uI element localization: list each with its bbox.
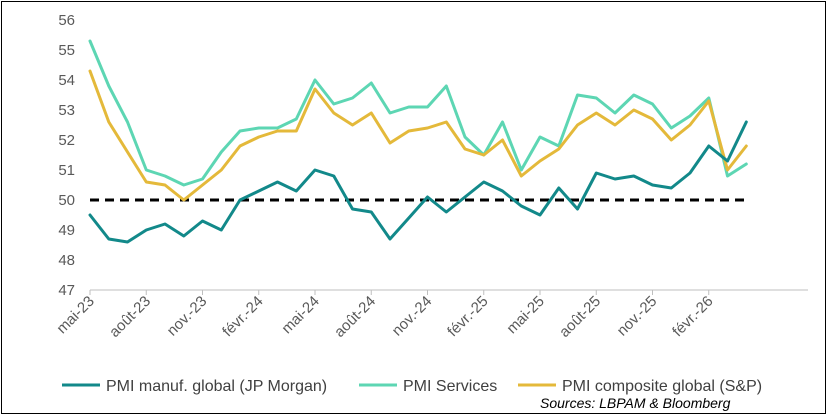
legend-item-manufacturing: PMI manuf. global (JP Morgan)	[62, 378, 327, 395]
y-tick-label: 47	[58, 282, 75, 299]
y-tick-label: 55	[58, 42, 75, 59]
series-group	[88, 39, 748, 244]
legend-label-services: PMI Services	[403, 378, 497, 395]
x-tick-label: août-25	[556, 293, 604, 341]
y-tick-label: 48	[58, 252, 75, 269]
x-tick-label: nov.-24	[389, 293, 436, 340]
y-tick-label: 50	[58, 192, 75, 209]
x-tick-label: févr.-25	[444, 293, 491, 340]
x-tick-label: févr.-24	[219, 293, 266, 340]
series-line-services	[88, 39, 748, 187]
y-tick-label: 54	[58, 72, 75, 89]
legend-item-composite: PMI composite global (S&P)	[518, 378, 762, 395]
x-axis: mai-23 août-23 nov.-23 févr.-24 mai-24 août-2…	[53, 290, 717, 341]
x-tick-label: nov.-23	[164, 293, 211, 340]
y-tick-label: 56	[58, 12, 75, 29]
series-line-composite	[88, 69, 748, 202]
x-tick-label: mai-25	[503, 293, 547, 337]
x-tick-label: mai-23	[53, 293, 97, 337]
x-tick-label: nov.-25	[614, 293, 661, 340]
y-axis: 47 48 49 50 51 52 53 54 55 56	[58, 12, 75, 299]
source-note: Sources: LBPAM & Bloomberg	[540, 395, 731, 411]
legend: PMI manuf. global (JP Morgan) PMI Servic…	[62, 378, 762, 395]
x-tick-label: mai-24	[278, 293, 322, 337]
series-line-manufacturing	[88, 120, 748, 244]
y-tick-label: 51	[58, 162, 75, 179]
legend-label-composite: PMI composite global (S&P)	[562, 378, 762, 395]
x-tick-label: août-24	[331, 293, 379, 341]
x-tick-label: août-23	[106, 293, 154, 341]
y-tick-label: 52	[58, 132, 75, 149]
y-tick-label: 53	[58, 102, 75, 119]
y-tick-label: 49	[58, 222, 75, 239]
legend-label-manufacturing: PMI manuf. global (JP Morgan)	[106, 378, 327, 395]
legend-item-services: PMI Services	[359, 378, 497, 395]
x-tick-label: févr.-26	[669, 293, 716, 340]
